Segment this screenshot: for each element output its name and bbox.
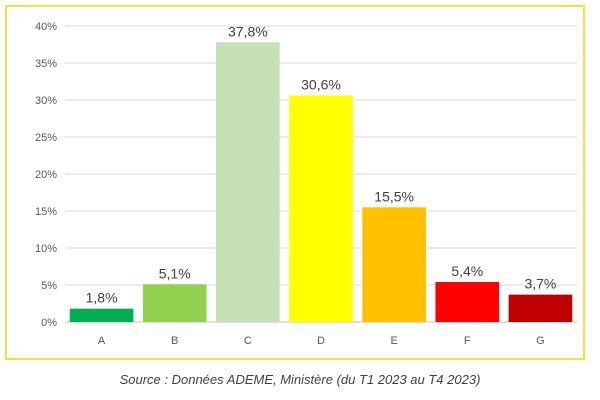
- y-tick-label: 20%: [35, 169, 57, 181]
- data-label-d: 30,6%: [301, 77, 341, 93]
- data-label-c: 37,8%: [228, 23, 268, 39]
- source-caption: Source : Données ADEME, Ministère (du T1…: [119, 372, 481, 387]
- x-tick-label: D: [317, 335, 325, 347]
- bar-chart: 0% 5% 10% 15% 20% 25% 30% 35% 40% A B C D E F G 1,8% 5,…: [35, 21, 577, 347]
- x-axis-ticks: A B C D E F G: [98, 335, 545, 347]
- x-tick-label: F: [464, 335, 471, 347]
- y-tick-label: 0%: [41, 317, 57, 329]
- y-tick-label: 15%: [35, 206, 57, 218]
- y-tick-label: 40%: [35, 21, 57, 33]
- x-tick-label: B: [171, 335, 178, 347]
- bar-c: [216, 42, 280, 322]
- data-label-g: 3,7%: [524, 276, 556, 292]
- x-tick-label: G: [536, 335, 545, 347]
- x-tick-label: C: [244, 335, 252, 347]
- x-tick-label: E: [390, 335, 397, 347]
- y-tick-label: 30%: [35, 95, 57, 107]
- data-label-a: 1,8%: [86, 290, 118, 306]
- y-axis-ticks: 0% 5% 10% 15% 20% 25% 30% 35% 40%: [35, 21, 57, 329]
- bars: [69, 42, 573, 322]
- bar-f: [435, 282, 500, 322]
- data-labels: 1,8% 5,1% 37,8% 30,6% 15,5% 5,4% 3,7%: [86, 23, 557, 305]
- y-tick-label: 35%: [35, 58, 57, 70]
- data-label-f: 5,4%: [451, 263, 483, 279]
- bar-e: [362, 207, 426, 322]
- bar-b: [142, 284, 207, 322]
- bar-g: [508, 294, 573, 322]
- y-tick-label: 10%: [35, 243, 57, 255]
- bar-a: [69, 308, 134, 322]
- bar-d: [289, 95, 353, 322]
- y-tick-label: 25%: [35, 132, 57, 144]
- data-label-e: 15,5%: [374, 188, 414, 204]
- x-tick-label: A: [98, 335, 106, 347]
- data-label-b: 5,1%: [159, 265, 191, 281]
- y-tick-label: 5%: [41, 280, 57, 292]
